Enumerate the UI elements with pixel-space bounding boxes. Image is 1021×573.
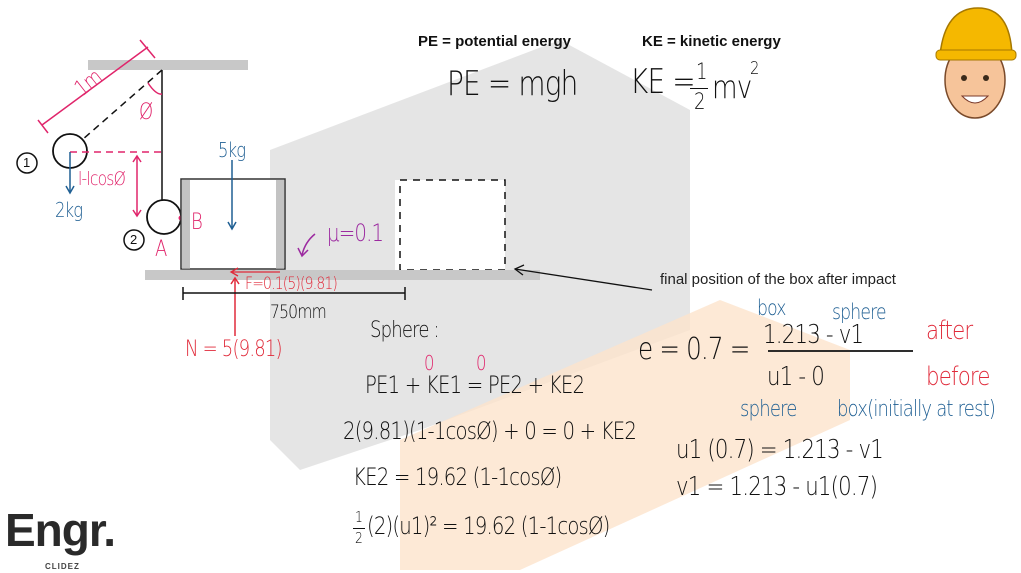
ceiling-support xyxy=(88,60,248,70)
after-label: after xyxy=(926,316,973,346)
normal-force-label: N = 5(9.81) xyxy=(185,337,283,362)
final-position-note: final position of the box after impact xyxy=(660,271,896,288)
sphere-bottom-label: sphere xyxy=(740,397,797,422)
box-mass-label: 5kg xyxy=(218,138,246,162)
position-1-marker xyxy=(16,152,38,174)
point-b-label: B xyxy=(191,210,203,235)
half-den: 2 xyxy=(355,529,363,547)
friction-label: F=0.1(5)(9.81) xyxy=(245,274,338,294)
box-bottom-label: box(initially at rest) xyxy=(837,397,996,422)
ke-formula-den: 2 xyxy=(694,90,705,115)
energy-substitution: 2(9.81)(1-1cosØ) + 0 = 0 + KE2 xyxy=(343,417,637,445)
position-2-marker xyxy=(123,229,145,251)
pe-formula: PE = mgh xyxy=(447,64,578,104)
restitution-lhs: e = 0.7 = xyxy=(638,332,750,367)
velocity-equation: (2)(u1)² = 19.62 (1-1cosØ) xyxy=(367,512,610,540)
length-dimension xyxy=(41,46,149,126)
distance-label: 750mm xyxy=(270,301,327,323)
watermark-orange-shape xyxy=(400,300,850,570)
pe-definition: PE = potential energy xyxy=(418,33,571,50)
height-label: l-lcosØ xyxy=(78,168,126,190)
energy-equation: PE1 + KE1 = PE2 + KE2 xyxy=(365,371,585,399)
ke-formula-num: 1 xyxy=(696,60,707,85)
mu-pointer xyxy=(301,233,316,256)
point-a-label: A xyxy=(155,237,167,262)
ke2-equation: KE2 = 19.62 (1-1cosØ) xyxy=(353,463,562,491)
logo-subtitle: CLIDEZ xyxy=(45,562,80,571)
ke-formula-left: KE = xyxy=(630,62,696,102)
final-position-pointer xyxy=(514,268,653,291)
ke-definition: KE = kinetic energy xyxy=(642,33,781,50)
ke-fraction-bar xyxy=(690,88,708,89)
before-label: before xyxy=(926,362,991,392)
zero-ke1: 0 xyxy=(424,351,434,375)
mu-label: μ=0.1 xyxy=(327,219,384,247)
watermark-window xyxy=(395,180,505,270)
ke-formula-exponent: 2 xyxy=(750,58,759,79)
half-bar xyxy=(353,528,365,529)
box xyxy=(180,178,286,270)
sphere-heading: Sphere : xyxy=(370,318,440,343)
restitution-rearranged: u1 (0.7) = 1.213 - v1 xyxy=(676,435,884,465)
zero-pe2: 0 xyxy=(476,351,486,375)
position-1-label: 1 xyxy=(23,155,31,170)
box-top-label: box xyxy=(757,296,786,320)
restitution-denominator: u1 - 0 xyxy=(767,362,825,392)
ke-formula-right: mv xyxy=(712,68,752,106)
floor xyxy=(145,270,540,280)
angle-label: Ø xyxy=(139,100,153,125)
engr-logo: Engr. xyxy=(5,504,116,556)
angle-arc xyxy=(147,82,163,95)
sphere-mass-label: 2kg xyxy=(55,198,83,222)
pendulum-string-initial xyxy=(81,69,163,141)
position-2-label: 2 xyxy=(130,232,138,247)
sphere-top-label: sphere xyxy=(832,300,887,324)
restitution-numerator: 1.213 - v1 xyxy=(763,320,864,350)
v1-equation: v1 = 1.213 - u1(0.7) xyxy=(676,472,878,502)
half-num: 1 xyxy=(355,508,363,526)
